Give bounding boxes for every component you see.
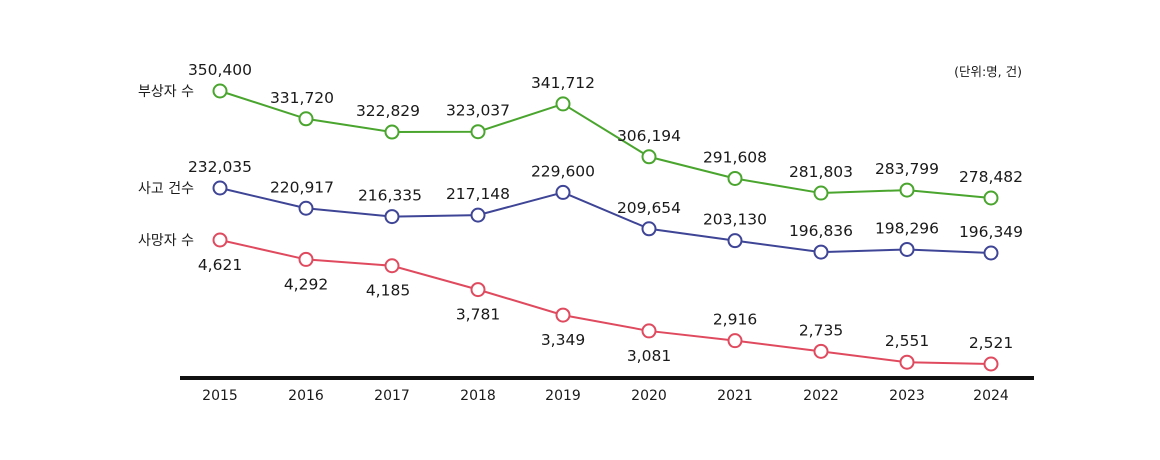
data-label-0-1: 331,720 xyxy=(270,89,334,107)
data-point-0-1 xyxy=(298,111,314,127)
data-label-1-7: 196,836 xyxy=(789,222,853,240)
data-label-1-2: 216,335 xyxy=(358,187,422,205)
data-label-2-0: 4,621 xyxy=(198,256,242,274)
value-labels: 350,400 331,720 322,829 323,037 341,712 306,1… xyxy=(188,61,1023,365)
data-label-0-8: 283,799 xyxy=(875,160,939,178)
data-point-1-6 xyxy=(727,233,743,249)
data-point-2-2 xyxy=(384,258,400,274)
data-point-1-8 xyxy=(899,241,915,257)
data-point-1-9 xyxy=(983,245,999,261)
data-label-1-3: 217,148 xyxy=(446,185,510,203)
x-tick-label-0: 2015 xyxy=(202,388,238,404)
data-label-0-0: 350,400 xyxy=(188,61,252,79)
data-point-1-2 xyxy=(384,209,400,225)
data-point-2-3 xyxy=(470,282,486,298)
data-label-2-1: 4,292 xyxy=(284,275,328,293)
data-point-1-1 xyxy=(298,200,314,216)
series-lines xyxy=(219,90,992,365)
data-point-0-8 xyxy=(899,182,915,198)
x-axis-ticks: 2015 2016 2017 2018 2019 2020 2021 2022 2023 2024 xyxy=(202,388,1009,404)
data-point-1-5 xyxy=(641,221,657,237)
data-point-0-9 xyxy=(983,190,999,206)
data-label-1-5: 209,654 xyxy=(617,199,681,217)
series-line-1 xyxy=(219,187,992,254)
data-point-0-4 xyxy=(555,96,571,112)
data-point-0-6 xyxy=(727,170,743,186)
series-line-2 xyxy=(219,239,992,365)
data-label-1-0: 232,035 xyxy=(188,158,252,176)
data-label-0-5: 306,194 xyxy=(617,127,681,145)
data-label-0-2: 322,829 xyxy=(356,102,420,120)
data-label-1-6: 203,130 xyxy=(703,211,767,229)
series-name-1: 사고 건수 xyxy=(138,181,194,197)
data-point-0-3 xyxy=(470,124,486,140)
data-label-0-7: 281,803 xyxy=(789,163,853,181)
x-tick-label-7: 2022 xyxy=(803,388,839,404)
data-label-2-3: 3,781 xyxy=(456,306,500,324)
data-point-1-3 xyxy=(470,207,486,223)
data-point-1-0 xyxy=(212,180,228,196)
data-point-0-0 xyxy=(212,83,228,99)
x-tick-label-5: 2020 xyxy=(631,388,667,404)
data-label-2-6: 2,916 xyxy=(713,311,757,329)
data-point-2-6 xyxy=(727,333,743,349)
data-label-1-9: 196,349 xyxy=(959,223,1023,241)
x-tick-label-9: 2024 xyxy=(973,388,1009,404)
data-label-0-9: 278,482 xyxy=(959,168,1023,186)
data-label-2-9: 2,521 xyxy=(969,334,1013,352)
data-point-1-7 xyxy=(813,244,829,260)
data-label-0-4: 341,712 xyxy=(531,74,595,92)
data-label-1-1: 220,917 xyxy=(270,178,334,196)
data-label-2-4: 3,349 xyxy=(541,331,585,349)
series-points xyxy=(212,83,999,372)
data-point-2-5 xyxy=(641,323,657,339)
data-label-2-5: 3,081 xyxy=(627,347,671,365)
data-label-2-2: 4,185 xyxy=(366,282,410,300)
data-label-2-8: 2,551 xyxy=(885,332,929,350)
unit-note: (단위:명, 건) xyxy=(954,64,1022,79)
data-point-2-9 xyxy=(983,356,999,372)
series-line-0 xyxy=(219,90,992,199)
x-tick-label-8: 2023 xyxy=(889,388,925,404)
data-label-0-3: 323,037 xyxy=(446,102,510,120)
data-point-2-8 xyxy=(899,354,915,370)
data-point-2-7 xyxy=(813,343,829,359)
series-name-2: 사망자 수 xyxy=(138,233,194,249)
data-point-2-4 xyxy=(555,307,571,323)
data-point-0-5 xyxy=(641,149,657,165)
data-label-2-7: 2,735 xyxy=(799,321,843,339)
data-label-1-4: 229,600 xyxy=(531,162,595,180)
data-point-2-1 xyxy=(298,251,314,267)
data-point-0-7 xyxy=(813,185,829,201)
data-point-2-0 xyxy=(212,232,228,248)
data-point-0-2 xyxy=(384,124,400,140)
x-tick-label-6: 2021 xyxy=(717,388,753,404)
x-tick-label-2: 2017 xyxy=(374,388,410,404)
series-name-0: 부상자 수 xyxy=(138,84,194,100)
data-label-1-8: 198,296 xyxy=(875,219,939,237)
data-point-1-4 xyxy=(555,184,571,200)
data-label-0-6: 291,608 xyxy=(703,148,767,166)
x-tick-label-3: 2018 xyxy=(460,388,496,404)
x-tick-label-4: 2019 xyxy=(545,388,581,404)
x-tick-label-1: 2016 xyxy=(288,388,324,404)
